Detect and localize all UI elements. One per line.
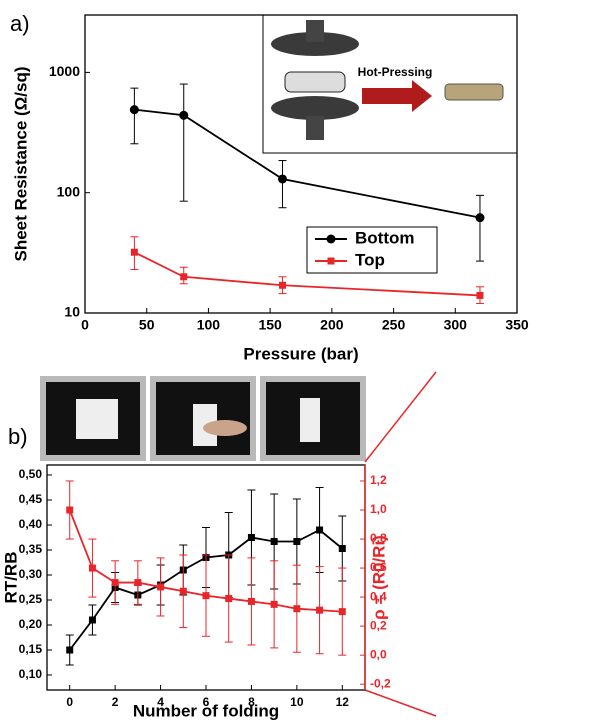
point: [88, 564, 96, 572]
point: [180, 273, 188, 281]
legend-label: Bottom: [355, 228, 414, 247]
point: [293, 538, 301, 545]
x-tick-label: 2: [112, 695, 119, 709]
plot-frame: [84, 14, 518, 314]
point: [293, 605, 301, 613]
sample: [284, 71, 346, 93]
point: [129, 105, 139, 115]
point: [338, 545, 346, 552]
legend-marker: [327, 257, 335, 265]
x-tick-label: 50: [139, 317, 155, 333]
point: [277, 174, 287, 184]
point: [88, 616, 96, 624]
press-plate: [271, 96, 359, 120]
error-bar: [278, 160, 287, 209]
pressed-sample: [444, 83, 504, 101]
y-tick-label: 1000: [49, 63, 80, 79]
y2-tick-label: 0,6: [370, 560, 387, 574]
legend-label: Top: [355, 250, 385, 269]
x-tick-label: 100: [197, 317, 221, 333]
x-tick-label: 8: [248, 695, 255, 709]
point: [130, 248, 138, 256]
y-tick-label: 0,30: [19, 567, 43, 581]
x-tick-label: 200: [320, 317, 344, 333]
x-axis-label: Pressure (bar): [243, 344, 358, 363]
series-line: [133, 251, 481, 297]
y-tick-label: 0,40: [19, 517, 43, 531]
zoom-line: [364, 689, 437, 717]
zoom-line: [364, 371, 437, 463]
y-tick-label: 0,25: [19, 592, 43, 606]
x-tick-label: 12: [336, 695, 350, 709]
series-line: [134, 108, 481, 219]
point: [270, 600, 278, 608]
y2-tick-label: 0,2: [370, 618, 387, 632]
y-tick-label: 100: [57, 183, 81, 199]
y2-tick-label: -0,2: [370, 676, 391, 690]
y-tick-label: 0,50: [19, 467, 43, 481]
point: [179, 587, 187, 595]
point: [179, 110, 189, 120]
point: [66, 506, 74, 514]
y-axis-label: RT/RB: [1, 552, 20, 604]
x-axis-label: Number of folding: [133, 701, 279, 720]
point: [225, 595, 233, 603]
y2-tick-label: 1,0: [370, 502, 387, 516]
point: [278, 281, 286, 289]
x-tick-label: 300: [444, 317, 468, 333]
point: [476, 291, 484, 299]
x-tick-label: 0: [81, 317, 89, 333]
error-bar: [130, 87, 139, 145]
y-tick-label: 0,45: [19, 492, 43, 506]
press-rod: [306, 116, 324, 140]
y2-tick-label: 1,2: [370, 473, 387, 487]
legend-box: [306, 226, 438, 274]
press-plate: [271, 32, 359, 56]
point: [247, 597, 255, 605]
point: [247, 534, 255, 541]
legend-marker: [326, 234, 336, 244]
y-tick-label: 10: [64, 304, 80, 320]
y-tick-label: 0,15: [19, 642, 43, 656]
y2-axis-label: ρ = (R0/Ri): [369, 535, 388, 620]
point: [475, 213, 485, 223]
x-tick-label: 0: [66, 695, 73, 709]
annotation: Hot-Pressing: [358, 65, 433, 79]
y2-tick-label: 0,0: [370, 647, 387, 661]
x-tick-label: 6: [203, 695, 210, 709]
arrow: [362, 80, 432, 112]
paper: [300, 398, 320, 442]
panel-label: a): [10, 11, 30, 36]
press-rod: [306, 20, 324, 42]
panel-label: b): [8, 424, 28, 449]
point: [66, 646, 74, 654]
x-tick-label: 350: [505, 317, 529, 333]
y-tick-label: 0,10: [19, 667, 43, 681]
error-bar: [179, 83, 188, 202]
y-tick-label: 0,20: [19, 617, 43, 631]
point: [202, 592, 210, 600]
y-axis-label: Sheet Resistance (Ω/sq): [11, 66, 30, 261]
finger: [203, 420, 247, 436]
y-tick-label: 0,35: [19, 542, 43, 556]
error-bar: [475, 194, 484, 262]
point: [111, 579, 119, 587]
point: [316, 606, 324, 614]
point: [134, 579, 142, 587]
y2-tick-label: 0,4: [370, 589, 387, 603]
point: [338, 608, 346, 616]
point: [316, 526, 324, 534]
x-tick-label: 250: [382, 317, 406, 333]
point: [270, 538, 278, 545]
paper: [76, 399, 118, 439]
y2-tick-label: 0,8: [370, 531, 387, 545]
x-tick-label: 10: [290, 695, 304, 709]
point: [157, 583, 165, 591]
x-tick-label: 150: [258, 317, 282, 333]
x-tick-label: 4: [157, 695, 164, 709]
